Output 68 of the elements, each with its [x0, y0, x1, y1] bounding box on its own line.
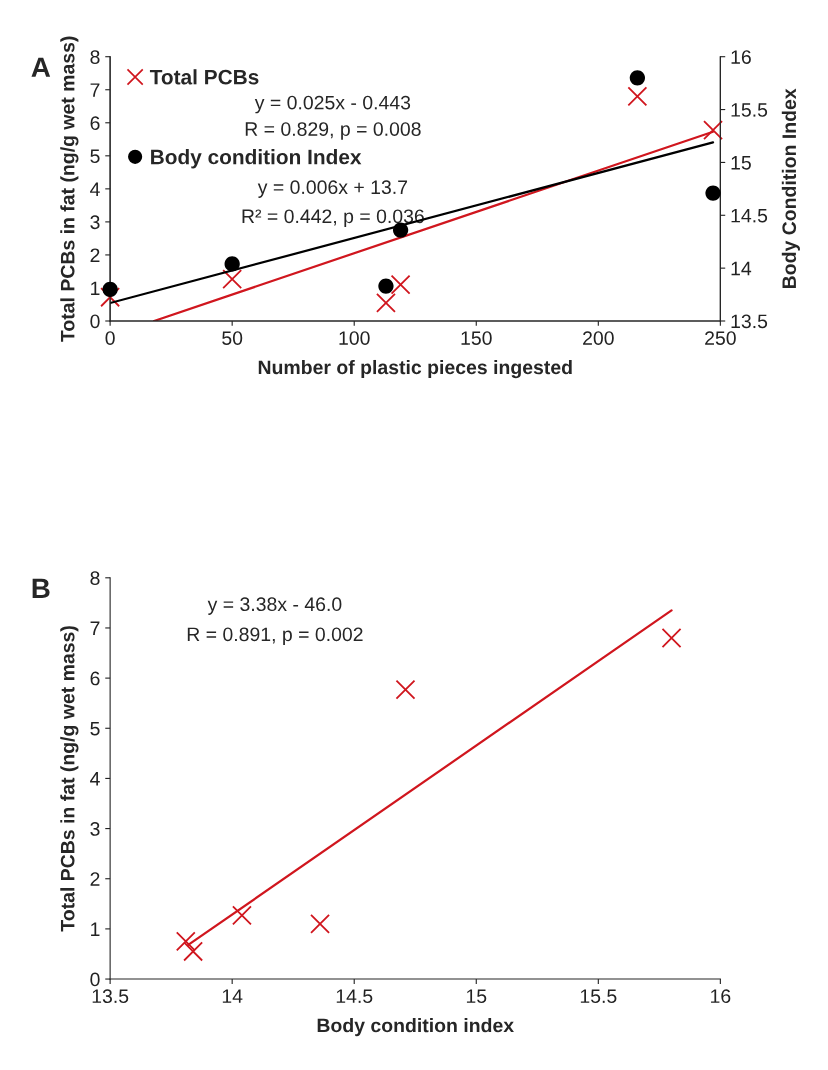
point: [378, 278, 394, 294]
y-axis-title: Total PCBs in fat (ng/g wet mass): [60, 36, 79, 342]
x-tick-label: 14: [222, 989, 243, 1003]
y2-tick-label: 13.5: [731, 314, 768, 329]
x-tick-label: 150: [461, 331, 492, 345]
y2-tick-label: 14.5: [731, 208, 768, 223]
point: [705, 185, 721, 201]
y-tick-label: 4: [90, 772, 100, 786]
point: [627, 86, 648, 107]
x-tick-label: 13.5: [92, 989, 129, 1004]
y2-axis-title: Body Condition Index: [781, 88, 800, 288]
point: [100, 287, 121, 308]
point: [629, 70, 646, 86]
y-tick-label: 6: [90, 116, 100, 131]
y-tick-label: 4: [90, 182, 100, 196]
legend-label: Body condition Index: [151, 149, 362, 169]
x-tick-label: 0: [105, 331, 115, 345]
x-tick-label: 15: [466, 989, 487, 1004]
y-tick-label: 1: [91, 922, 100, 936]
chart-title: A: [31, 57, 51, 77]
y2-tick-label: 14: [731, 261, 752, 276]
x-tick-label: 250: [705, 331, 736, 345]
y-tick-label: 1: [91, 281, 100, 296]
point: [232, 905, 252, 926]
annotation: y = 0.025x - 0.443: [254, 95, 411, 114]
y-axis-title: Total PCBs in fat (ng/g wet mass): [60, 626, 79, 932]
y-tick-label: 0: [90, 972, 100, 987]
y-tick-label: 8: [90, 50, 100, 64]
y-tick-label: 5: [90, 149, 100, 164]
point: [376, 292, 396, 313]
point: [224, 256, 240, 272]
point: [310, 913, 330, 934]
x-tick-label: 50: [222, 331, 243, 345]
point: [102, 281, 118, 297]
y2-tick-label: 16: [731, 50, 751, 64]
y-tick-label: 2: [90, 872, 100, 886]
point: [175, 931, 196, 952]
point: [703, 120, 723, 140]
x-tick-label: 200: [583, 331, 614, 345]
point: [222, 269, 243, 289]
x-axis-title: Body condition index: [317, 1018, 514, 1037]
x-tick-label: 16: [711, 989, 731, 1004]
y-tick-label: 3: [90, 215, 100, 230]
y-tick-label: 0: [90, 314, 100, 329]
point: [390, 274, 411, 295]
x-axis-title: Number of plastic pieces ingested: [258, 359, 572, 379]
point: [395, 679, 416, 700]
annotation: R = 0.829, p = 0.008: [245, 122, 421, 140]
y-tick-label: 7: [90, 621, 100, 635]
legend-label: Total PCBs: [149, 69, 259, 85]
annotation: R² = 0.442, p = 0.036: [242, 209, 424, 227]
y-tick-label: 6: [90, 671, 100, 686]
y2-tick-label: 15.5: [731, 103, 768, 117]
x-tick-label: 14.5: [336, 989, 373, 1004]
point: [183, 941, 204, 962]
point: [661, 628, 682, 648]
chart-title: B: [32, 578, 50, 598]
y-tick-label: 5: [90, 721, 100, 736]
y-tick-label: 7: [90, 83, 100, 97]
x-tick-label: 100: [339, 331, 370, 345]
y2-tick-label: 15: [731, 156, 751, 170]
y-tick-label: 2: [90, 248, 100, 262]
y-tick-label: 8: [90, 571, 100, 586]
annotation: R = 0.891, p = 0.002: [187, 627, 363, 646]
y-tick-label: 3: [90, 822, 100, 836]
annotation: y = 3.38x - 46.0: [207, 597, 342, 615]
x-tick-label: 15.5: [580, 989, 617, 1004]
annotation: y = 0.006x + 13.7: [257, 180, 408, 198]
